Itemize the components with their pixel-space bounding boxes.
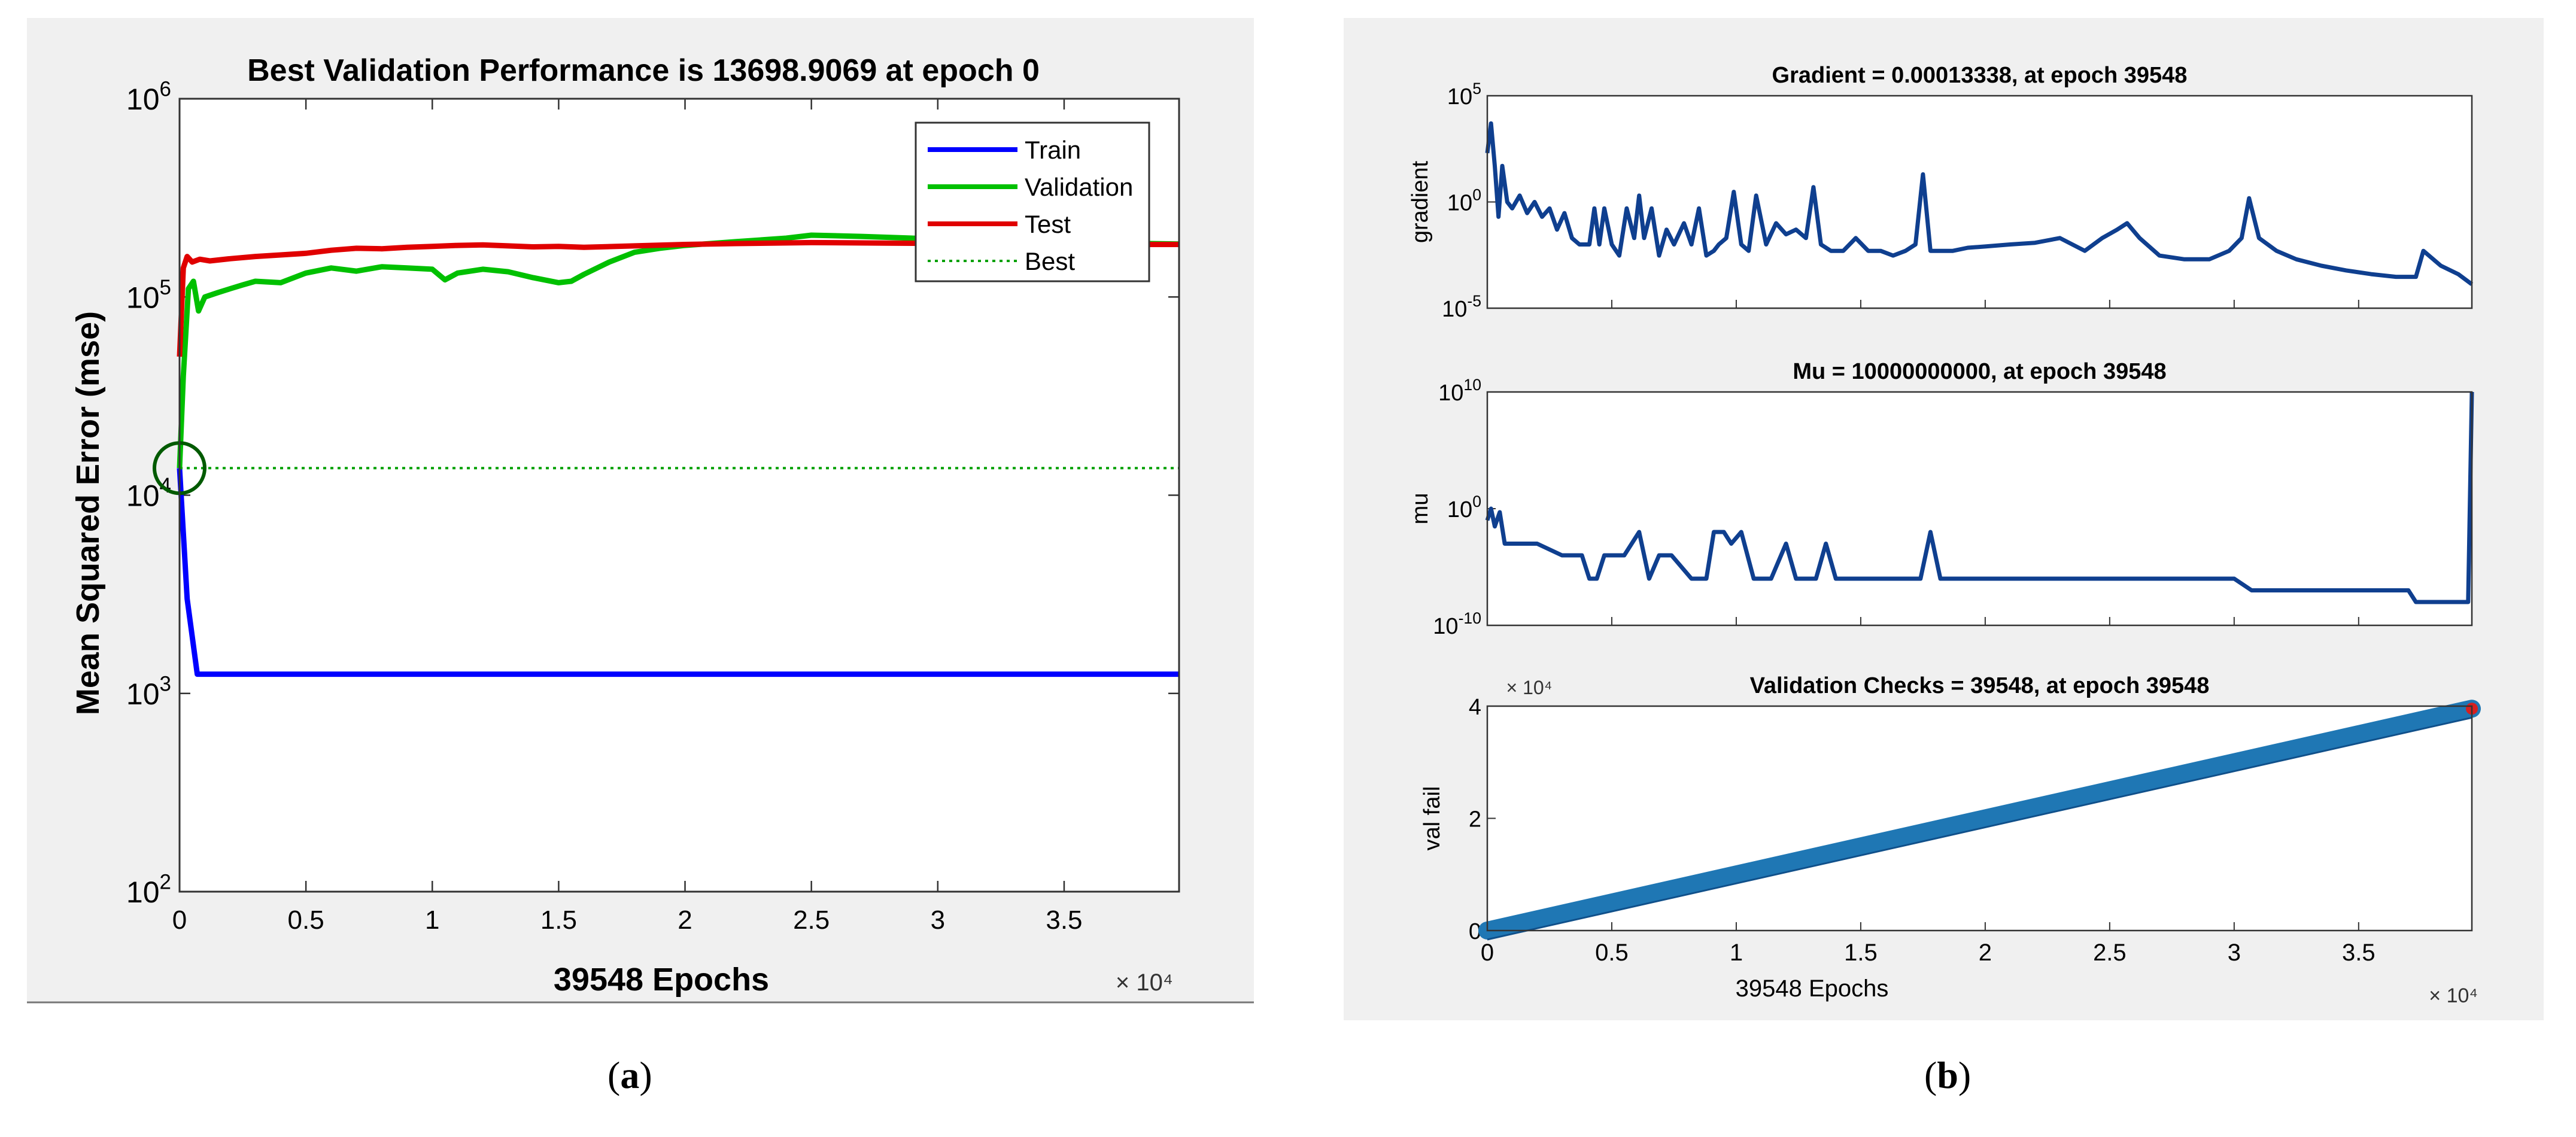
axes-valfail-y-multiplier: × 10⁴ bbox=[1506, 677, 1553, 698]
legend-label-train: Train bbox=[1025, 136, 1081, 164]
axes-valfail-xlabel: 39548 Epochs bbox=[1736, 975, 1889, 1002]
axes-a-ytick-label-base: 10 bbox=[126, 281, 160, 314]
axes-valfail-xtick-label: 3.5 bbox=[2342, 940, 2375, 966]
axes-mu-series-line bbox=[1485, 391, 2474, 604]
axes-valfail-ytick-label: 2 bbox=[1469, 807, 1481, 832]
axes-a-ytick-label-exp: 6 bbox=[160, 78, 171, 101]
axes-mu-ytick-label-exp: 10 bbox=[1463, 376, 1481, 394]
axes-mu-ylabel: mu bbox=[1408, 493, 1433, 525]
axes-a-ytick-label-exp: 3 bbox=[160, 672, 171, 695]
axes-valfail-ytick-label: 4 bbox=[1469, 695, 1481, 720]
axes-mu-frame bbox=[1486, 391, 2473, 627]
axes-a-ytick-label: 103 bbox=[126, 672, 171, 711]
axes-gradient-ytick-label-exp: -5 bbox=[1467, 292, 1481, 310]
axes-a-xtick-label: 1.5 bbox=[540, 905, 577, 935]
axes-a-ytick-label-exp: 5 bbox=[160, 276, 171, 299]
axes-a-xtick-label: 3.5 bbox=[1046, 905, 1082, 935]
axes-a-xtick-label: 3 bbox=[931, 905, 945, 935]
axes-a-ylabel: Mean Squared Error (mse) bbox=[70, 311, 106, 715]
axes-gradient-ylabel: gradient bbox=[1408, 160, 1433, 243]
axes-mu-ytick-label-exp: 0 bbox=[1472, 493, 1481, 510]
axes-gradient-ytick-label-base: 10 bbox=[1447, 191, 1472, 216]
axes-valfail-series-line bbox=[1478, 700, 2481, 940]
axes-a-x-multiplier: × 10⁴ bbox=[1116, 969, 1173, 996]
axes-a-title: Best Validation Performance is 13698.906… bbox=[247, 53, 1040, 88]
axes-gradient-plot-area bbox=[1487, 96, 2472, 308]
axes-mu-ytick-label-exp: -10 bbox=[1459, 609, 1481, 627]
axes-a-ytick-label: 106 bbox=[126, 78, 171, 117]
legend-label-best: Best bbox=[1025, 247, 1075, 275]
axes-a-ytick-label-base: 10 bbox=[126, 875, 160, 909]
axes-valfail-xtick-label: 0 bbox=[1481, 940, 1494, 966]
axes-gradient-ytick-label-base: 10 bbox=[1442, 297, 1467, 322]
axes-a-ytick-label: 102 bbox=[126, 871, 171, 910]
axes-mu-ytick-label: 1010 bbox=[1438, 376, 1481, 406]
axes-mu-plot-area bbox=[1487, 392, 2472, 625]
axes-a-ytick-label: 104 bbox=[126, 474, 171, 513]
axes-valfail-title: Validation Checks = 39548, at epoch 3954… bbox=[1750, 673, 2210, 698]
axes-gradient-ytick-label-exp: 0 bbox=[1472, 186, 1481, 203]
axes-a-xtick-label: 0.5 bbox=[288, 905, 324, 935]
axes-a-xlabel: 39548 Epochs bbox=[554, 962, 769, 998]
series-train-line bbox=[177, 467, 1179, 677]
axes-valfail-xtick-label: 1.5 bbox=[1844, 940, 1878, 966]
caption-a: (a) bbox=[607, 1054, 652, 1096]
axes-mu-title: Mu = 10000000000, at epoch 39548 bbox=[1793, 359, 2166, 384]
axes-a-frame bbox=[178, 98, 1180, 893]
axes-valfail-frame bbox=[1486, 705, 2473, 932]
axes-a-xtick-label: 2.5 bbox=[793, 905, 830, 935]
axes-a-ytick-label-base: 10 bbox=[126, 479, 160, 513]
axes-a-ytick-label-exp: 2 bbox=[160, 871, 171, 894]
axes-a-ytick-label-base: 10 bbox=[126, 83, 160, 116]
series-validation-line bbox=[177, 232, 1180, 469]
axes-valfail-xtick-label: 2.5 bbox=[2093, 940, 2127, 966]
axes-gradient-ytick-label: 105 bbox=[1447, 80, 1481, 110]
axes-valfail-series-edge bbox=[1487, 716, 2472, 941]
axes-a-ytick-label-base: 10 bbox=[126, 677, 160, 711]
axes-mu-ytick-label-base: 10 bbox=[1438, 381, 1463, 406]
axes-gradient-ytick-label-base: 10 bbox=[1447, 84, 1472, 110]
axes-valfail-xtick-label: 3 bbox=[2228, 940, 2241, 966]
axes-mu-ytick-label: 10-10 bbox=[1433, 609, 1481, 639]
axes-gradient-ytick-label: 100 bbox=[1447, 186, 1481, 215]
axes-valfail-xtick-label: 0.5 bbox=[1595, 940, 1629, 966]
axes-a-xtick-label: 1 bbox=[425, 905, 439, 935]
caption-b: (b) bbox=[1924, 1054, 1972, 1096]
legend-label-validation: Validation bbox=[1025, 173, 1133, 201]
axes-valfail-xtick-label: 2 bbox=[1979, 940, 1992, 966]
axes-mu-ytick-label-base: 10 bbox=[1433, 614, 1458, 639]
axes-mu-ytick-label-base: 10 bbox=[1447, 497, 1472, 522]
legend-label-test: Test bbox=[1025, 210, 1071, 238]
axes-gradient-ytick-label: 10-5 bbox=[1442, 292, 1481, 322]
axes-valfail-ytick-label: 0 bbox=[1469, 919, 1481, 944]
axes-gradient-frame bbox=[1486, 95, 2473, 309]
axes-valfail-ylabel: val fail bbox=[1420, 786, 1445, 851]
axes-a-xtick-label: 0 bbox=[172, 905, 187, 935]
axes-mu-ytick-label: 100 bbox=[1447, 493, 1481, 522]
axes-valfail-xtick-label: 1 bbox=[1730, 940, 1743, 966]
axes-gradient-ytick-label-exp: 5 bbox=[1472, 80, 1481, 98]
axes-a-xtick-label: 2 bbox=[678, 905, 692, 935]
axes-gradient-series-line bbox=[1485, 121, 2474, 286]
axes-valfail-x-multiplier: × 10⁴ bbox=[2429, 984, 2478, 1007]
series-test-line bbox=[177, 239, 1179, 357]
axes-gradient-title: Gradient = 0.00013338, at epoch 39548 bbox=[1772, 63, 2188, 88]
axes-a-ytick-label: 105 bbox=[126, 276, 171, 315]
